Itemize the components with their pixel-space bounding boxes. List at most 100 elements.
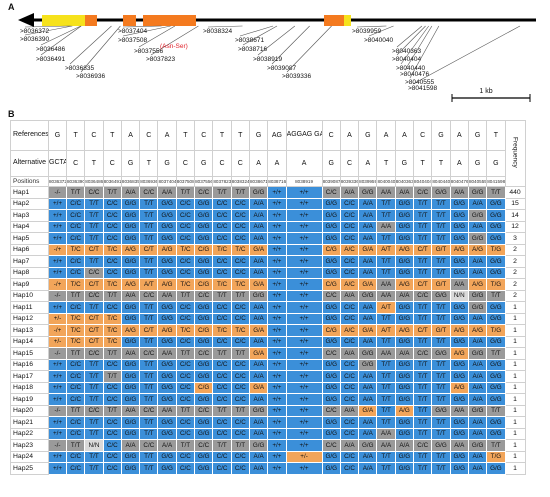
genotype-cell: +/+ xyxy=(48,301,67,314)
haplotype-name: Hap21 xyxy=(10,416,49,429)
genotype-cell: G/G xyxy=(194,393,214,406)
haplotype-frequency: 1 xyxy=(504,358,526,371)
alternative-allele-cell: G xyxy=(486,150,506,177)
genotype-cell: T/T xyxy=(84,393,104,406)
genotype-cell: A/G xyxy=(394,278,415,291)
genotype-cell: G/G xyxy=(321,220,341,233)
genotype-cell: T/C xyxy=(65,312,86,325)
genotype-cell: A/A xyxy=(358,220,378,233)
genotype-cell: +/+ xyxy=(267,186,287,199)
genotype-cell: T/T xyxy=(139,450,159,463)
genotype-cell: T/T xyxy=(376,232,396,245)
genotype-cell: +/+ xyxy=(48,209,67,222)
genotype-cell: C/T xyxy=(139,324,159,337)
genotype-cell: C/C xyxy=(212,450,232,463)
genotype-cell: G/T xyxy=(431,278,451,291)
haplotype-name: Hap16 xyxy=(10,358,49,371)
genotype-cell: T/T xyxy=(139,197,159,210)
genotype-cell: C/C xyxy=(413,289,433,302)
haplotype-frequency: 1 xyxy=(504,324,526,337)
genotype-cell: A/A xyxy=(449,404,469,417)
genotype-cell: G/G xyxy=(486,266,506,279)
genotype-cell: C/C xyxy=(230,301,250,314)
genotype-cell: T/T xyxy=(413,220,433,233)
genotype-cell: T/T xyxy=(376,335,396,348)
haplotype-row: Hap25 +/+ C/C T/T C/C G/G T/T G/G C/C G/G C/C C/C A/… xyxy=(10,462,526,475)
genotype-cell: A/A xyxy=(467,197,488,210)
genotype-cell: +/+ xyxy=(267,427,287,440)
alternative-allele-cell: G xyxy=(194,150,214,177)
genotype-cell: A/A xyxy=(248,209,269,222)
position-cell: 8039087 xyxy=(321,176,341,187)
genotype-cell: A/A xyxy=(467,312,488,325)
genotype-cell: +/+ xyxy=(48,255,67,268)
genotype-cell: T/T xyxy=(376,381,396,394)
genotype-cell: +/+ xyxy=(267,289,287,302)
genotype-cell: C/C xyxy=(194,289,214,302)
haplotype-row: Hap18 +/+ C/C T/T C/C G/G T/T G/G C/C C/G C/C C/C G/… xyxy=(10,381,526,394)
position-cell: 8036390 xyxy=(65,176,86,187)
genotype-cell: C/C xyxy=(194,439,214,452)
position-cell: 8037508 xyxy=(175,176,196,187)
genotype-cell: T/T xyxy=(413,301,433,314)
genotype-cell: +/+ xyxy=(267,358,287,371)
genotype-cell: C/C xyxy=(102,197,122,210)
haplotype-name: Hap1 xyxy=(10,186,49,199)
genotype-cell: G/A xyxy=(248,381,269,394)
genotype-cell: +/+ xyxy=(267,209,287,222)
genotype-cell: G/G xyxy=(194,335,214,348)
alternative-allele-cell: T xyxy=(431,150,451,177)
snp-position-label: >8040555 xyxy=(405,79,434,86)
genotype-cell: +/+ xyxy=(285,404,323,417)
positions-row: Positions 8036372 8036390 8036486 8036491 803… xyxy=(10,176,526,187)
haplotype-row: Hap5 +/+ C/C T/T C/C G/G T/T G/G C/C G/G C/C C/C A/A… xyxy=(10,232,526,245)
genotype-cell: A/A xyxy=(467,220,488,233)
genotype-cell: T/T xyxy=(84,255,104,268)
genotype-cell: G/G xyxy=(120,335,141,348)
haplotype-frequency: 15 xyxy=(504,197,526,210)
genotype-cell: A/G xyxy=(467,324,488,337)
genotype-cell: G/G xyxy=(486,232,506,245)
genotype-cell: T/T xyxy=(431,335,451,348)
haplotype-name: Hap24 xyxy=(10,450,49,463)
genotype-cell: A/A xyxy=(248,232,269,245)
genotype-cell: G/G xyxy=(157,335,177,348)
genotype-cell: +/+ xyxy=(267,232,287,245)
snp-tick-line xyxy=(239,25,274,37)
genotype-cell: T/C xyxy=(230,243,250,256)
genotype-cell: C/C xyxy=(321,404,341,417)
genotype-cell: T/C xyxy=(212,278,232,291)
genotype-cell: A/A xyxy=(157,404,177,417)
genotype-cell: C/C xyxy=(230,393,250,406)
genotype-cell: T/T xyxy=(376,197,396,210)
genotype-cell: T/C xyxy=(102,312,122,325)
genotype-cell: A/A xyxy=(358,255,378,268)
genotype-cell: C/C xyxy=(339,312,360,325)
genotype-cell: T/C xyxy=(102,278,122,291)
haplotype-name: Hap10 xyxy=(10,289,49,302)
genotype-cell: G/G xyxy=(486,358,506,371)
genotype-cell: C/C xyxy=(230,370,250,383)
genotype-cell: C/C xyxy=(175,335,196,348)
genotype-cell: C/G xyxy=(321,324,341,337)
genotype-cell: T/T xyxy=(431,462,451,475)
haplotype-row: Hap4 +/+ C/C T/T C/C G/G T/T G/G C/C G/G C/C C/C A/A… xyxy=(10,220,526,233)
genotype-cell: C/C xyxy=(65,370,86,383)
genotype-cell: A/A xyxy=(394,439,415,452)
genotype-cell: G/G xyxy=(467,347,488,360)
genotype-cell: G/G xyxy=(431,347,451,360)
genotype-cell: C/C xyxy=(102,427,122,440)
genotype-cell: A/A xyxy=(376,439,396,452)
snp-position-label: >8041598 xyxy=(408,85,437,92)
genotype-cell: G/G xyxy=(157,416,177,429)
genotype-cell: T/T xyxy=(139,255,159,268)
genotype-cell: G/G xyxy=(321,358,341,371)
genotype-cell: G/G xyxy=(120,220,141,233)
genotype-cell: G/G xyxy=(120,301,141,314)
genotype-cell: T/T xyxy=(486,439,506,452)
genotype-cell: A/A xyxy=(467,381,488,394)
genotype-cell: T/C xyxy=(65,278,86,291)
genotype-cell: T/T xyxy=(139,335,159,348)
snp-position-label: >8036491 xyxy=(36,56,65,63)
haplotype-row: Hap3 +/+ C/C T/T C/C G/G T/T G/G C/C G/G C/C C/C A/A… xyxy=(10,209,526,222)
